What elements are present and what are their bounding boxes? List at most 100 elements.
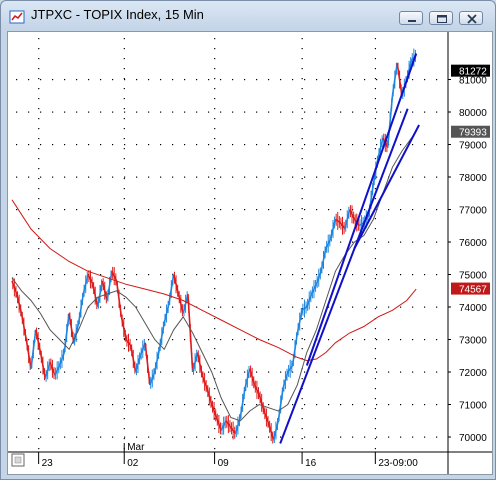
grid-dot (374, 378, 377, 380)
trendline[interactable] (353, 124, 420, 249)
grid-dot (136, 274, 138, 276)
grid-dot (400, 404, 402, 406)
grid-dot (38, 318, 40, 320)
grid-dot (374, 308, 377, 310)
grid-dot (374, 448, 377, 450)
grid-dot (40, 274, 42, 276)
trendline[interactable] (279, 108, 409, 444)
grid-dot (38, 368, 40, 370)
grid-dot (292, 176, 294, 178)
grid-dot (268, 306, 270, 308)
grid-dot (136, 176, 138, 178)
grid-dot (214, 368, 216, 370)
grid-dot (376, 111, 378, 113)
grid-dot (214, 168, 216, 170)
grid-dot (256, 436, 258, 438)
grid-dot (316, 144, 318, 146)
grid-dot (52, 79, 54, 81)
maximize-button[interactable] (429, 11, 453, 25)
minimize-button[interactable] (399, 11, 423, 25)
grid-dot (172, 241, 174, 243)
grid-dot (40, 176, 42, 178)
grid-dot (208, 339, 210, 341)
grid-dot (40, 79, 42, 81)
grid-dot (112, 241, 114, 243)
grid-dot (301, 238, 303, 240)
grid-dot (38, 78, 40, 80)
grid-dot (304, 241, 306, 243)
grid-dot (214, 428, 216, 430)
grid-dot (40, 209, 42, 211)
grid-dot (268, 241, 270, 243)
grid-dot (148, 209, 150, 211)
grid-dot (124, 371, 126, 373)
grid-dot (88, 144, 90, 146)
price-tick-label: 70000 (459, 433, 487, 444)
grid-dot (436, 241, 438, 243)
grid-dot (374, 48, 377, 50)
grid-dot (123, 88, 125, 90)
grid-dot (292, 144, 294, 146)
grid-dot (268, 371, 270, 373)
grid-dot (376, 306, 378, 308)
close-button[interactable] (459, 11, 483, 25)
price-tag-badge (451, 282, 490, 295)
grid-dot (100, 404, 102, 406)
grid-dot (412, 339, 414, 341)
grid-dot (196, 274, 198, 276)
grid-dot (316, 111, 318, 113)
grid-dot (374, 298, 377, 300)
grid-dot (292, 371, 294, 373)
price-tick-label: 78000 (459, 173, 487, 184)
grid-dot (28, 111, 30, 113)
grid-dot (196, 436, 198, 438)
grid-dot (304, 274, 306, 276)
price-tag-badge (451, 64, 490, 77)
grid-dot (28, 436, 30, 438)
grid-dot (196, 241, 198, 243)
grid-dot (301, 258, 303, 260)
grid-dot (364, 144, 366, 146)
scroll-box[interactable] (11, 453, 25, 467)
grid-dot (160, 306, 162, 308)
grid-dot (374, 88, 377, 90)
grid-dot (256, 209, 258, 211)
grid-dot (424, 339, 426, 341)
grid-dot (244, 176, 246, 178)
grid-dot (374, 368, 377, 370)
grid-dot (123, 108, 125, 110)
grid-dot (28, 404, 30, 406)
grid-dot (64, 111, 66, 113)
grid-dot (268, 144, 270, 146)
grid-dot (301, 268, 303, 270)
grid-dot (123, 138, 125, 140)
price-chart[interactable]: 70000 71000 72000 73000 74000 75000 76000 77000… (8, 32, 492, 474)
grid-dot (214, 118, 216, 120)
time-axis: 23 02 09 16 23-09:00 Mar (38, 442, 418, 469)
grid-dot (244, 111, 246, 113)
title-bar[interactable]: JTPXC - TOPIX Index, 15 Min (1, 1, 495, 31)
grid-dot (352, 306, 354, 308)
grid-dot (232, 144, 234, 146)
grid-dot (76, 436, 78, 438)
price-axis: 70000 71000 72000 73000 74000 75000 76000 77000… (448, 64, 490, 444)
grid-dot (340, 144, 342, 146)
grid-dot (208, 436, 210, 438)
grid-dot (352, 404, 354, 406)
grid-dot (196, 339, 198, 341)
chart-plot-area[interactable]: 70000 71000 72000 73000 74000 75000 76000 77000… (7, 31, 493, 475)
grid-dot (76, 209, 78, 211)
grid-dot (388, 339, 390, 341)
grid-dot (364, 79, 366, 81)
grid-dot (374, 348, 377, 350)
grid-dot (328, 111, 330, 113)
grid-dot (172, 306, 174, 308)
grid-dot (100, 339, 102, 341)
grid-dot (214, 48, 216, 50)
trendline[interactable] (305, 53, 418, 366)
grid-dot (123, 158, 125, 160)
grid-dot (340, 79, 342, 81)
grid-dot (374, 388, 377, 390)
grid-dot (38, 228, 40, 230)
grid-dot (123, 178, 125, 180)
